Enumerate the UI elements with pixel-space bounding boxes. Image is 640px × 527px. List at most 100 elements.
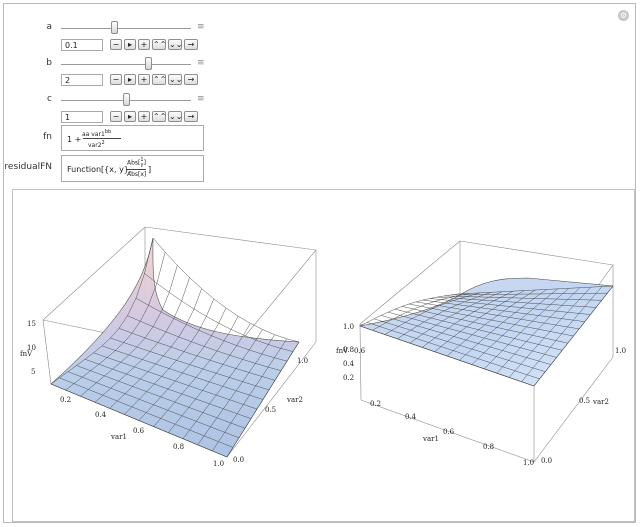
mesh-line <box>415 301 580 330</box>
mesh-line <box>226 341 300 458</box>
left-y-tick: 0.0 <box>233 456 244 464</box>
plots-graphic[interactable]: 15 10 5 fnV 0.2 0.4 0.6 0.8 1.0 var1 1.0… <box>13 190 634 521</box>
right-x-ticks: 0.2 0.4 0.6 0.8 1.0 <box>370 400 534 467</box>
slider-b-menu-icon[interactable]: ≡ <box>197 58 205 68</box>
right-x-axis-label: var1 <box>422 435 439 443</box>
mesh-line <box>436 296 597 308</box>
slider-a-value-field[interactable]: 0.1 <box>61 39 103 51</box>
left-x-tick: 0.8 <box>173 443 184 451</box>
right-y-tick: 0.0 <box>541 457 552 465</box>
right-x-tick: 0.6 <box>443 428 455 436</box>
left-x-tick: 1.0 <box>213 460 224 468</box>
gear-icon[interactable]: ⚙ <box>618 10 629 21</box>
right-y-tick: 1.0 <box>615 347 626 355</box>
mesh-line <box>212 338 288 452</box>
left-y-tick: 0.5 <box>265 406 276 414</box>
left-surface-mesh <box>50 237 300 458</box>
right-z-tick: 0.4 <box>343 360 355 368</box>
direction-icon[interactable]: → <box>184 74 198 85</box>
plus-icon[interactable]: + <box>138 74 150 85</box>
mesh-line <box>422 299 585 322</box>
slower-icon[interactable]: ⌄⌄ <box>168 39 183 50</box>
slower-icon[interactable]: ⌄⌄ <box>168 74 183 85</box>
mesh-line <box>450 292 608 296</box>
minus-icon[interactable]: − <box>110 111 122 122</box>
fn-numerator: aa var1bb <box>82 129 112 138</box>
residualfn-prefix: Function[{x, y}, <box>67 165 132 174</box>
slider-c-thumb[interactable] <box>122 93 130 106</box>
right-z-axis-label: fnV <box>336 347 349 355</box>
residualfn-input[interactable]: Function[{x, y}, Abs[1 y] Abs[x] ] <box>61 155 204 182</box>
slider-a-label: a <box>46 22 52 32</box>
mesh-line <box>429 298 591 315</box>
plus-icon[interactable]: + <box>138 111 150 122</box>
left-x-tick: 0.4 <box>95 411 107 419</box>
right-z-tick: 0.2 <box>343 374 354 382</box>
left-x-ticks: 0.2 0.4 0.6 0.8 1.0 <box>60 396 224 468</box>
residualfn-label: residualFN <box>4 162 52 172</box>
faster-icon[interactable]: ⌃⌃ <box>152 39 167 50</box>
left-y-tick: 1.0 <box>297 357 308 365</box>
left-3d-plot[interactable]: 15 10 5 fnV 0.2 0.4 0.6 0.8 1.0 var1 1.0… <box>20 226 317 468</box>
mesh-line <box>508 286 592 378</box>
mesh-line <box>459 289 547 361</box>
mesh-line <box>197 334 275 445</box>
minus-icon[interactable]: − <box>110 74 122 85</box>
slider-c-menu-icon[interactable]: ≡ <box>197 94 205 104</box>
plot-output-pane: 15 10 5 fnV 0.2 0.4 0.6 0.8 1.0 var1 1.0… <box>12 189 635 522</box>
left-x-tick: 0.2 <box>60 396 71 404</box>
slider-b-thumb[interactable] <box>144 57 152 70</box>
fn-fraction-bar <box>83 138 121 139</box>
right-y-tick: 0.5 <box>579 397 590 405</box>
left-y-axis-label: var2 <box>286 396 303 404</box>
minus-icon[interactable]: − <box>110 39 122 50</box>
faster-icon[interactable]: ⌃⌃ <box>152 111 167 122</box>
right-x-tick: 0.2 <box>370 400 381 408</box>
right-y-ticks: 1.0 0.5 0.0 <box>541 347 626 465</box>
residualfn-fraction-bar <box>126 169 146 170</box>
slider-b-track[interactable] <box>61 64 191 65</box>
right-x-tick: 0.8 <box>483 443 494 451</box>
slider-b-value-field[interactable]: 2 <box>61 74 103 86</box>
mesh-line <box>443 295 602 301</box>
left-z-ticks: 15 10 5 <box>27 320 36 376</box>
mesh-line <box>457 285 614 295</box>
play-icon[interactable]: ▸ <box>124 39 136 50</box>
mesh-line <box>521 286 603 382</box>
direction-icon[interactable]: → <box>184 111 198 122</box>
left-x-axis-label: var1 <box>110 433 127 441</box>
right-z-tick: 0.6 <box>354 347 366 355</box>
slider-c-value-field[interactable]: 1 <box>61 111 103 123</box>
slower-icon[interactable]: ⌄⌄ <box>168 111 183 122</box>
residualfn-numerator: Abs[1 y] <box>127 157 146 168</box>
right-3d-plot[interactable]: 1.0 0.8 0.6 0.4 0.2 fnV 0.2 0.4 0.6 0.8 … <box>336 240 626 467</box>
slider-c-label: c <box>47 94 52 104</box>
slider-a-track[interactable] <box>61 28 191 29</box>
fn-label: fn <box>43 132 52 142</box>
slider-a-menu-icon[interactable]: ≡ <box>197 22 205 32</box>
left-z-tick: 15 <box>27 320 36 328</box>
fn-prefix: 1 + <box>67 135 82 144</box>
mesh-line <box>484 288 569 370</box>
plus-icon[interactable]: + <box>138 39 150 50</box>
play-icon[interactable]: ▸ <box>124 74 136 85</box>
direction-icon[interactable]: → <box>184 39 198 50</box>
manipulate-panel: ⚙ a ≡ 0.1 − ▸ + ⌃⌃ ⌄⌄ → b ≡ 2 − ▸ + ⌃⌃ ⌄… <box>3 3 636 523</box>
mesh-line <box>471 288 558 365</box>
left-z-tick: 5 <box>31 368 35 376</box>
right-z-tick: 0.8 <box>343 346 354 354</box>
residualfn-denominator: Abs[x] <box>127 171 147 178</box>
play-icon[interactable]: ▸ <box>124 111 136 122</box>
right-y-axis-label: var2 <box>592 398 609 406</box>
fn-input[interactable]: 1 + aa var1bb var22 <box>61 125 204 151</box>
mesh-line <box>144 273 294 352</box>
residualfn-suffix: ] <box>148 165 152 174</box>
left-z-tick: 10 <box>27 344 36 352</box>
left-y-ticks: 1.0 0.5 0.0 <box>233 357 308 464</box>
right-surface-mesh <box>359 285 614 387</box>
faster-icon[interactable]: ⌃⌃ <box>152 74 167 85</box>
left-z-axis-label: fnV <box>20 350 33 358</box>
mesh-line <box>533 285 614 387</box>
slider-a-thumb[interactable] <box>110 21 118 34</box>
slider-b-label: b <box>46 58 52 68</box>
